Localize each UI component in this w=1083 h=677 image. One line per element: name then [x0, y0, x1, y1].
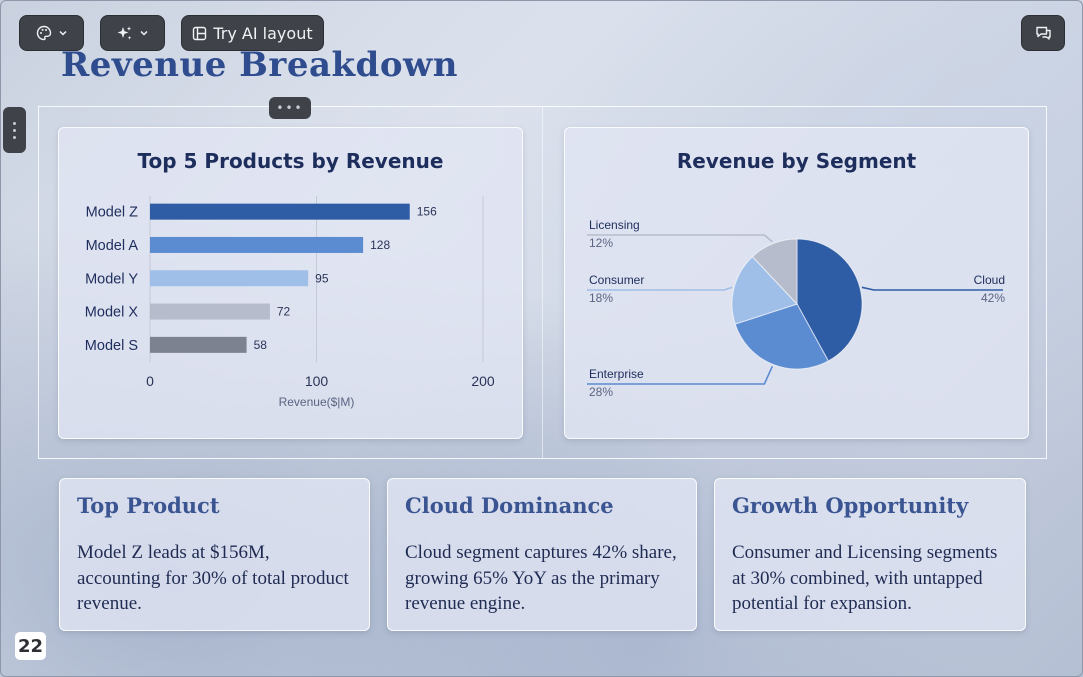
leader-line: [587, 286, 733, 291]
bar: [150, 270, 309, 287]
bar-chart-title: Top 5 Products by Revenue: [137, 149, 444, 173]
layout-icon: [193, 26, 207, 40]
y-tick-label: Model Z: [86, 205, 139, 221]
pie-slice: [731, 255, 798, 325]
page-number-badge: 22: [15, 632, 46, 660]
leader-line: [587, 234, 773, 243]
x-tick-label: 0: [146, 373, 154, 389]
pie-chart-card[interactable]: Revenue by Segment Cloud 42% Enterprise 28%…: [564, 127, 1029, 439]
top-product-card[interactable]: Top Product Model Z leads at $156M, acco…: [59, 478, 370, 631]
card-title: Cloud Dominance: [405, 493, 614, 518]
try-ai-layout-label: Try AI layout: [213, 23, 313, 43]
y-tick-label: Model S: [85, 338, 138, 354]
x-axis-label: Revenue($|M): [279, 395, 355, 409]
growth-opportunity-card[interactable]: Growth Opportunity Consumer and Licensin…: [714, 478, 1026, 631]
card-title: Top Product: [77, 493, 220, 518]
comment-button[interactable]: [1021, 15, 1065, 51]
slice-percent: 18%: [589, 291, 613, 305]
bar: [150, 303, 270, 320]
x-tick-label: 100: [305, 373, 329, 389]
card-body: Consumer and Licensing segments at 30% c…: [732, 542, 998, 614]
ai-magic-button[interactable]: [100, 15, 165, 51]
comment-icon: [1035, 26, 1051, 40]
data-label: 58: [254, 338, 268, 352]
card-title: Growth Opportunity: [732, 493, 969, 518]
sparkles-icon: [117, 26, 132, 40]
slice-label: Consumer: [589, 273, 644, 287]
y-tick-label: Model A: [86, 238, 139, 254]
pie-slice: [751, 238, 798, 306]
slice-label: Cloud: [974, 273, 1005, 287]
theme-button[interactable]: [19, 15, 84, 51]
x-tick-label: 200: [471, 373, 495, 389]
data-label: 128: [370, 238, 390, 252]
bar: [150, 336, 247, 353]
bar-chart: 0 100 200 Model Z 156 Model A 128 Model Y 95 Mode…: [85, 196, 495, 409]
palette-icon: [36, 25, 51, 41]
chevron-down-icon: [140, 30, 148, 36]
slice-label: Enterprise: [589, 367, 644, 381]
slide-title: Revenue Breakdown: [61, 45, 458, 85]
y-tick-label: Model X: [85, 305, 139, 321]
data-label: 156: [417, 205, 437, 219]
card-body: Model Z leads at $156M, accounting for 3…: [77, 542, 349, 614]
selection-divider: [542, 106, 543, 459]
card-body: Cloud segment captures 42% share, growin…: [405, 542, 677, 614]
drag-handle-top[interactable]: •••: [269, 97, 311, 119]
data-label: 95: [315, 271, 329, 285]
try-ai-layout-button[interactable]: Try AI layout: [181, 15, 324, 51]
pie-slice: [796, 238, 863, 362]
data-label: 72: [277, 305, 291, 319]
y-tick-label: Model Y: [85, 271, 138, 287]
slice-percent: 42%: [981, 291, 1005, 305]
bar: [150, 236, 364, 253]
slice-percent: 28%: [589, 385, 613, 399]
bar-chart-card[interactable]: Top 5 Products by Revenue 0 100 200 Model Z…: [58, 127, 523, 439]
bar: [150, 203, 410, 220]
leader-line: [587, 365, 774, 385]
cloud-dominance-card[interactable]: Cloud Dominance Cloud segment captures 4…: [387, 478, 697, 631]
drag-handle-left[interactable]: [3, 107, 26, 153]
pie-slice: [734, 303, 829, 370]
slice-percent: 12%: [589, 236, 613, 250]
pie-chart: Cloud 42% Enterprise 28% Consumer 18% Licensin…: [587, 218, 1005, 399]
pie-chart-title: Revenue by Segment: [676, 149, 917, 173]
slice-label: Licensing: [589, 218, 640, 232]
leader-line: [861, 286, 1003, 291]
chevron-down-icon: [58, 30, 67, 36]
